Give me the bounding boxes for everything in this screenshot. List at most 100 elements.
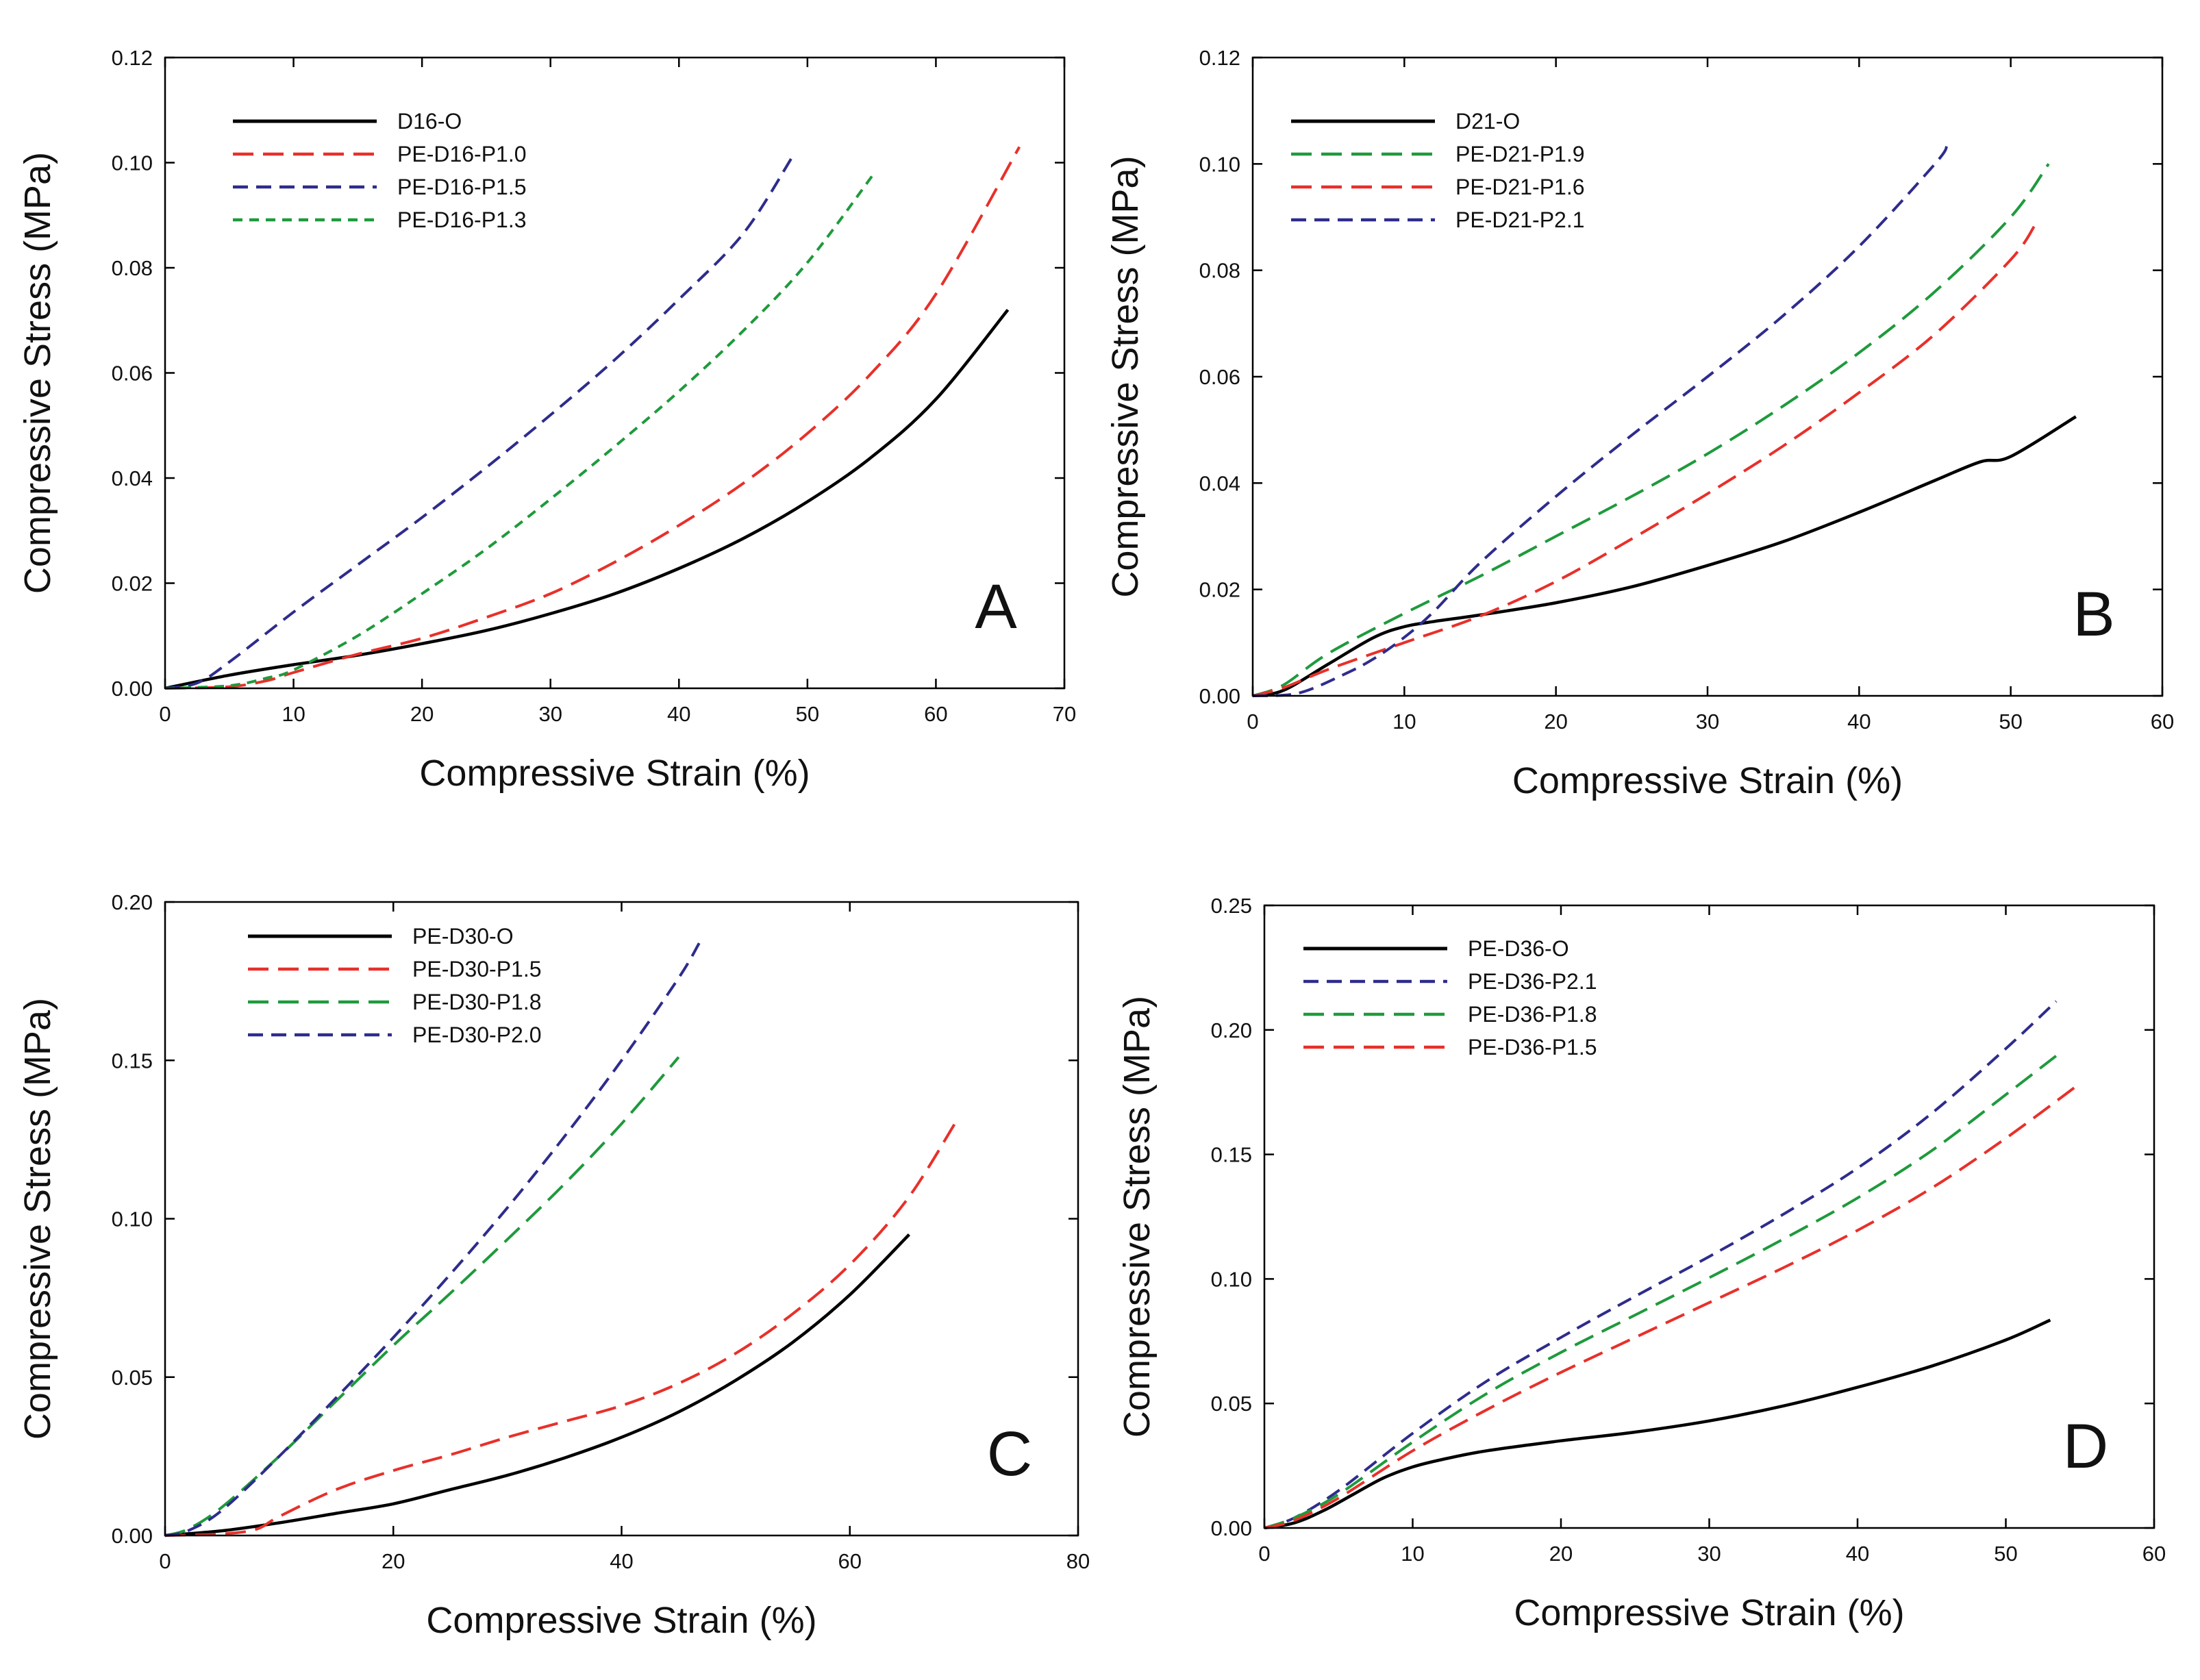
x-axis-title: Compressive Strain (%) (1514, 1592, 1904, 1633)
y-tick-label: 0.00 (112, 677, 153, 701)
chart-panel-b: 0 10 20 30 40 50 60 0.00 0.02 0.04 0.06 0.08 0.10 0.1… (1105, 46, 2174, 801)
legend-label: PE-D30-P2.0 (412, 1023, 542, 1047)
y-tick-label: 0.15 (1211, 1143, 1252, 1167)
series-line-pe-d36-p2-1 (1264, 1000, 2058, 1529)
series-line-pe-d30-p2-0 (164, 942, 701, 1537)
x-tick-label: 20 (382, 1549, 405, 1573)
y-tick-label: 0.10 (1199, 152, 1240, 176)
y-tick-label: 0.10 (1211, 1267, 1252, 1291)
x-tick-label: 40 (1847, 710, 1871, 734)
x-tick-label: 60 (2151, 710, 2174, 734)
x-tick-label: 0 (1258, 1542, 1270, 1566)
x-tick-label: 40 (1846, 1542, 1869, 1566)
x-tick-label: 30 (538, 702, 562, 726)
y-tick-label: 0.08 (112, 256, 153, 280)
axis-ticks: 0 20 40 60 80 0.00 0.05 0.10 0.15 0.20 (112, 890, 1090, 1573)
x-axis-title: Compressive Strain (%) (1512, 760, 1903, 801)
legend-label: PE-D21-P1.9 (1455, 142, 1585, 166)
legend-label: PE-D16-P1.3 (397, 208, 527, 232)
x-tick-label: 30 (1697, 1542, 1721, 1566)
series-group (164, 146, 1021, 690)
x-tick-label: 40 (610, 1549, 633, 1573)
y-tick-label: 0.00 (1199, 684, 1240, 708)
y-axis-title: Compressive Stress (MPa) (1105, 155, 1146, 597)
panel-letter: D (2063, 1412, 2108, 1481)
series-line-pe-d36-o (1264, 1318, 2051, 1530)
y-axis-title: Compressive Stress (MPa) (17, 998, 58, 1440)
legend-label: PE-D36-P1.8 (1468, 1002, 1597, 1027)
legend-label: PE-D16-P1.5 (397, 175, 527, 199)
y-tick-label: 0.06 (1199, 365, 1240, 389)
series-line-pe-d30-o (164, 1233, 911, 1538)
y-tick-label: 0.02 (1199, 578, 1240, 602)
panel-letter: B (2073, 579, 2114, 649)
series-line-pe-d21-p1-6 (1252, 224, 2036, 697)
legend: PE-D30-O PE-D30-P1.5 PE-D30-P1.8 PE-D30-P2.… (248, 924, 542, 1047)
y-tick-label: 0.08 (1199, 259, 1240, 283)
y-tick-label: 0.20 (1211, 1018, 1252, 1042)
x-tick-label: 60 (2142, 1542, 2166, 1566)
axis-ticks: 0 10 20 30 40 50 60 70 0.00 0.02 0.04 0.06 0.08 0.10 0… (112, 46, 1077, 726)
panel-letter: A (975, 572, 1017, 642)
legend-label: PE-D16-P1.0 (397, 142, 527, 166)
y-tick-label: 0.12 (1199, 46, 1240, 70)
legend-label: PE-D30-O (412, 924, 514, 949)
x-tick-label: 20 (1549, 1542, 1573, 1566)
series-line-pe-d36-p1-5 (1264, 1082, 2081, 1529)
x-axis-title: Compressive Strain (%) (419, 753, 810, 794)
series-line-pe-d30-p1-8 (164, 1056, 680, 1537)
x-tick-label: 50 (1994, 1542, 2017, 1566)
y-tick-label: 0.04 (112, 466, 153, 490)
x-tick-label: 10 (1392, 710, 1416, 734)
x-tick-label: 0 (159, 1549, 171, 1573)
x-tick-label: 70 (1053, 702, 1076, 726)
series-line-pe-d21-p2-1 (1252, 145, 1949, 697)
x-tick-label: 30 (1696, 710, 1719, 734)
chart-panel-d: 0 10 20 30 40 50 60 0.00 0.05 0.10 0.15 0.20 0.25 PE… (1116, 894, 2166, 1633)
y-tick-label: 0.05 (112, 1366, 153, 1390)
x-axis-title: Compressive Strain (%) (426, 1600, 816, 1641)
y-tick-label: 0.00 (1211, 1516, 1252, 1540)
y-tick-label: 0.15 (112, 1049, 153, 1073)
y-axis-title: Compressive Stress (MPa) (1116, 996, 1158, 1438)
x-tick-label: 0 (1247, 710, 1258, 734)
chart-panel-c: 0 20 40 60 800.000.050.100.150.20 PE-D30-OPE… (17, 890, 1090, 1641)
x-tick-label: 20 (410, 702, 434, 726)
x-tick-label: 60 (838, 1549, 862, 1573)
legend: PE-D36-O PE-D36-P2.1 PE-D36-P1.8 PE-D36-P1.… (1303, 936, 1597, 1060)
y-tick-label: 0.25 (1211, 894, 1252, 918)
legend-label: PE-D30-P1.5 (412, 957, 542, 981)
x-tick-label: 10 (282, 702, 305, 726)
series-line-pe-d16-p1-3 (164, 172, 876, 690)
y-tick-label: 0.20 (112, 890, 153, 914)
panel-letter: C (987, 1419, 1032, 1489)
y-tick-label: 0.10 (112, 151, 153, 175)
series-line-pe-d16-p1-0 (164, 146, 1021, 690)
legend-label: D16-O (397, 109, 462, 134)
y-tick-label: 0.00 (112, 1524, 153, 1548)
series-group (1264, 1000, 2081, 1530)
y-tick-label: 0.06 (112, 362, 153, 386)
legend-label: PE-D36-O (1468, 936, 1569, 961)
legend-label: PE-D30-P1.8 (412, 990, 542, 1014)
legend-label: PE-D36-P1.5 (1468, 1035, 1597, 1060)
x-tick-label: 50 (796, 702, 819, 726)
legend: D16-O PE-D16-P1.0 PE-D16-P1.5 PE-D16-P1.3 (233, 109, 527, 232)
series-line-pe-d30-p1-5 (164, 1123, 956, 1537)
series-line-pe-d36-p1-8 (1264, 1052, 2060, 1529)
axis-ticks: 0 10 20 30 40 50 60 0.00 0.02 0.04 0.06 0.08 0.10 0.1… (1199, 46, 2175, 734)
y-tick-label: 0.10 (112, 1207, 153, 1231)
x-tick-label: 50 (1999, 710, 2022, 734)
y-tick-label: 0.05 (1211, 1392, 1252, 1416)
x-tick-label: 20 (1544, 710, 1567, 734)
x-tick-label: 40 (667, 702, 690, 726)
legend: D21-O PE-D21-P1.9 PE-D21-P1.6 PE-D21-P2.1 (1291, 109, 1585, 232)
y-tick-label: 0.12 (112, 46, 153, 70)
x-tick-label: 80 (1066, 1549, 1090, 1573)
legend-label: D21-O (1455, 109, 1520, 134)
chart-panel-a: 0 10 20 30 40 50 60 70 0.00 0.02 0.04 0.06 0.08 0.10 0… (17, 46, 1076, 794)
axis-ticks: 0 10 20 30 40 50 60 0.00 0.05 0.10 0.15 0.20 0.25 (1211, 894, 2166, 1566)
series-line-pe-d21-p1-9 (1252, 163, 2050, 697)
legend-label: PE-D36-P2.1 (1468, 969, 1597, 994)
